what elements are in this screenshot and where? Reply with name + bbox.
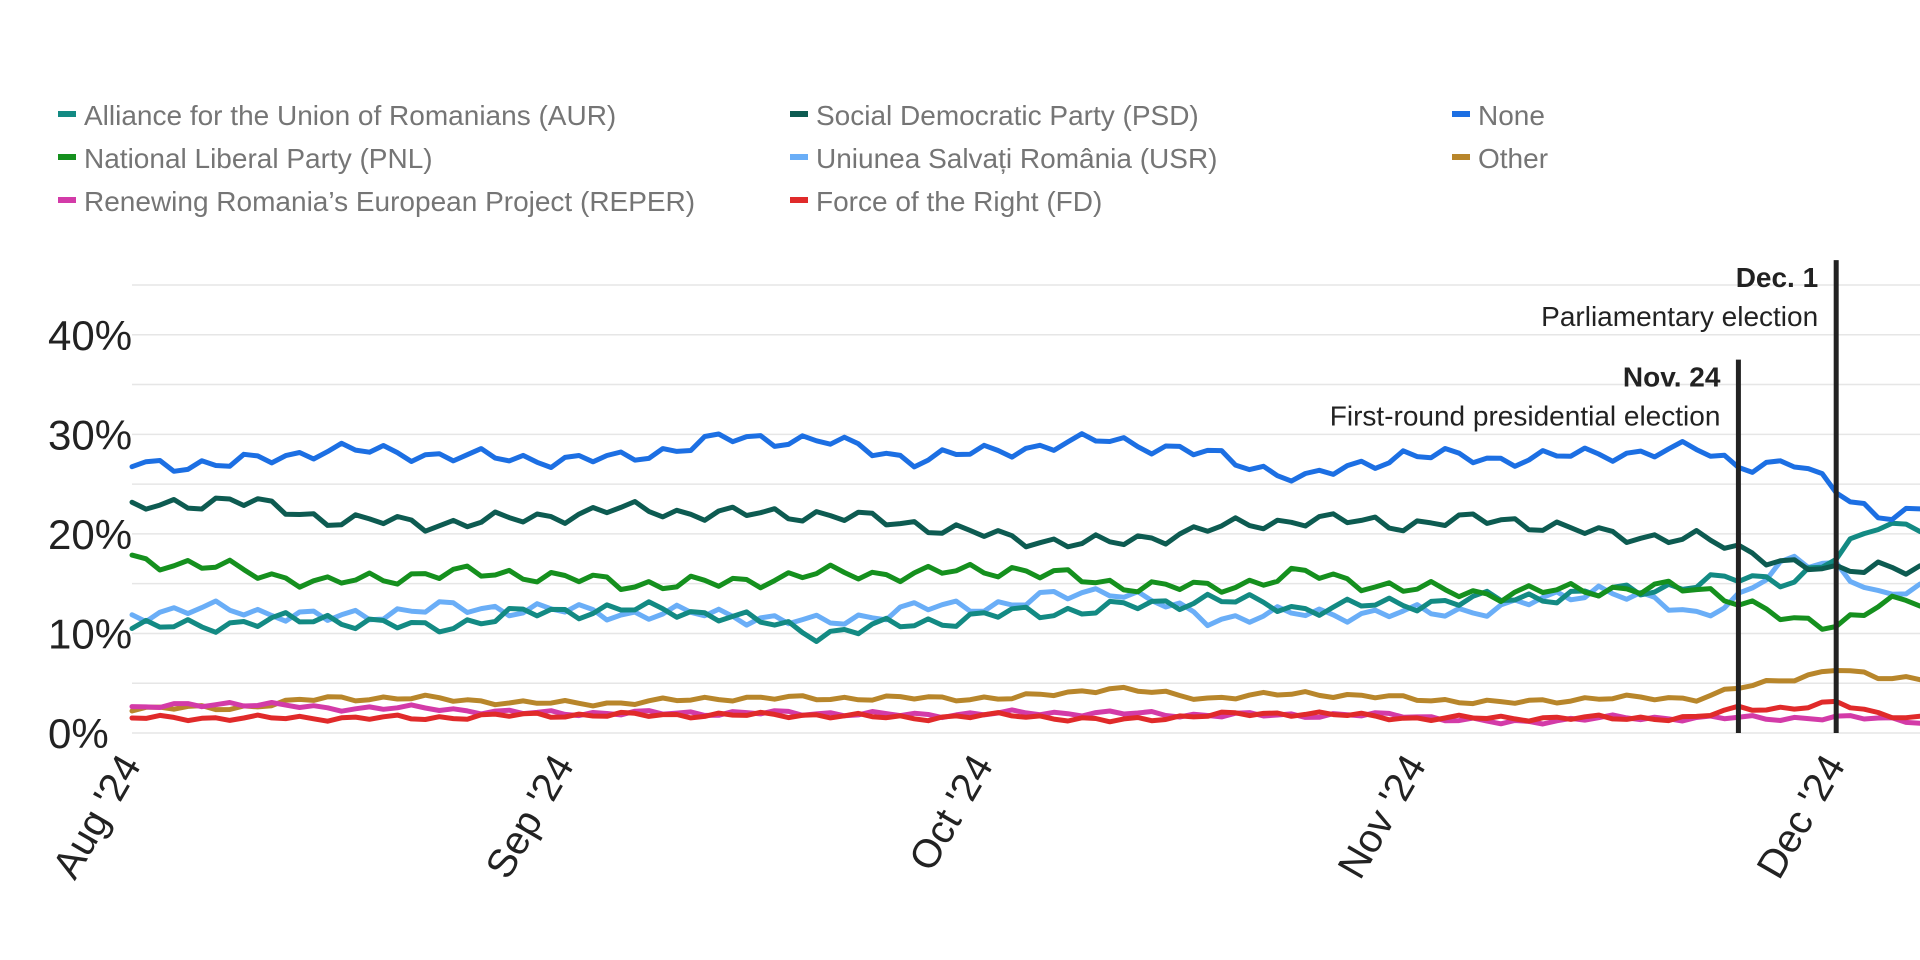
legend-label: None: [1478, 100, 1545, 131]
legend-swatch: [1452, 111, 1470, 117]
legend-item[interactable]: Other: [1452, 143, 1548, 174]
series-line: [129, 698, 1920, 725]
legend-label: National Liberal Party (PNL): [84, 143, 433, 174]
y-axis: 0% 10% 20% 30% 40%: [48, 312, 132, 757]
event-description: Parliamentary election: [1541, 301, 1818, 332]
legend-swatch: [58, 111, 76, 117]
legend-item[interactable]: Renewing Romania’s European Project (REP…: [58, 186, 695, 217]
legend-swatch: [790, 111, 808, 117]
event-description: First-round presidential election: [1330, 401, 1721, 432]
legend-swatch: [58, 154, 76, 160]
x-tick-label: Oct '24: [901, 748, 1002, 879]
legend-label: Uniunea Salvați România (USR): [816, 143, 1218, 174]
x-tick-label: Dec '24: [1749, 748, 1854, 886]
legend-item[interactable]: Alliance for the Union of Romanians (AUR…: [58, 100, 616, 131]
annotations: Nov. 24 First-round presidential election…: [1330, 260, 1839, 733]
legend-label: Force of the Right (FD): [816, 186, 1102, 217]
x-axis: Aug '24 Sep '24 Oct '24 Nov '24 Dec '24: [44, 748, 1854, 886]
event-marker: Dec. 1 Parliamentary election: [1541, 260, 1839, 733]
legend-swatch: [58, 197, 76, 203]
legend-swatch: [790, 154, 808, 160]
event-date: Dec. 1: [1736, 262, 1819, 293]
y-tick-label: 30%: [48, 411, 132, 458]
legend-label: Renewing Romania’s European Project (REP…: [84, 186, 695, 217]
y-tick-label: 10%: [48, 610, 132, 657]
gridlines: [132, 284, 1920, 734]
legend: Alliance for the Union of Romanians (AUR…: [58, 100, 1548, 217]
legend-label: Social Democratic Party (PSD): [816, 100, 1199, 131]
legend-item[interactable]: Force of the Right (FD): [790, 186, 1102, 217]
y-tick-label: 0%: [48, 710, 109, 757]
series-lines: [129, 431, 1920, 727]
event-marker: Nov. 24 First-round presidential election: [1330, 359, 1741, 733]
series-line: [129, 495, 1920, 577]
x-tick-label: Nov '24: [1330, 748, 1435, 886]
legend-item[interactable]: Social Democratic Party (PSD): [790, 100, 1199, 131]
legend-item[interactable]: Uniunea Salvați România (USR): [790, 143, 1218, 174]
legend-label: Other: [1478, 143, 1548, 174]
series-line: [129, 552, 1920, 632]
legend-item[interactable]: National Liberal Party (PNL): [58, 143, 433, 174]
event-date: Nov. 24: [1623, 362, 1721, 393]
series-line: [129, 431, 1920, 523]
legend-item[interactable]: None: [1452, 100, 1545, 131]
legend-swatch: [1452, 154, 1470, 160]
x-tick-label: Sep '24: [478, 748, 583, 886]
legend-label: Alliance for the Union of Romanians (AUR…: [84, 100, 616, 131]
series-line: [129, 668, 1920, 714]
y-tick-label: 40%: [48, 312, 132, 359]
legend-swatch: [790, 197, 808, 203]
y-tick-label: 20%: [48, 511, 132, 558]
x-tick-label: Aug '24: [44, 748, 149, 886]
